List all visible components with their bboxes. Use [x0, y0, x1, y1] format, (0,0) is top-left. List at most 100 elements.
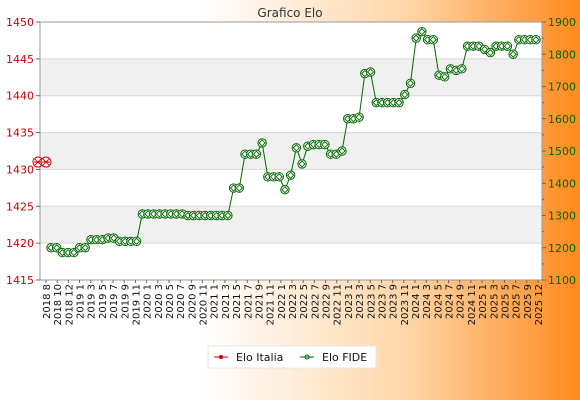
- series-point: [297, 159, 307, 169]
- x-axis-tick-label: 2020 3: [154, 284, 165, 319]
- series-point: [457, 64, 467, 74]
- right-axis-tick-label: 1300: [548, 210, 576, 223]
- left-axis-tick-label: 1450: [6, 16, 34, 29]
- x-axis-tick-label: 2019 7: [109, 284, 120, 319]
- x-axis-tick-label: 2021 9: [254, 284, 265, 319]
- chart-title: Grafico Elo: [257, 6, 322, 20]
- x-axis-tick-label: 2024 3: [422, 284, 433, 319]
- x-axis-tick-label: 2019 9: [120, 284, 131, 319]
- series-point: [440, 72, 450, 82]
- series-point: [223, 210, 233, 221]
- series-elo-italia: [32, 156, 52, 168]
- series-point: [257, 138, 267, 148]
- x-axis-tick-label: 2024 1: [411, 284, 422, 319]
- legend-label: Elo Italia: [236, 351, 283, 364]
- right-axis-tick-label: 1700: [548, 81, 576, 94]
- x-axis-tick-label: 2022 9: [322, 284, 333, 319]
- right-axis-tick-label: 1600: [548, 113, 576, 126]
- grid-band: [40, 132, 542, 170]
- legend: Elo Italia Elo FIDE: [207, 345, 377, 369]
- grid-band: [40, 58, 542, 96]
- left-axis-tick-label: 1415: [6, 274, 34, 287]
- x-axis-tick-label: 2023 1: [344, 284, 355, 319]
- left-axis-tick-label: 1430: [6, 163, 34, 176]
- x-axis-tick-label: 2020 9: [187, 284, 198, 319]
- right-axis-tick-label: 1200: [548, 242, 576, 255]
- series-point: [502, 41, 513, 51]
- right-axis-tick-label: 1500: [548, 145, 576, 158]
- left-axis-tick-label: 1435: [6, 127, 34, 140]
- x-axis-tick-label: 2018 12: [64, 284, 75, 325]
- x-axis-tick-label: 2021 5: [232, 284, 243, 319]
- x-axis-tick-label: 2021 1: [210, 284, 221, 319]
- x-axis-tick-label: 2023 5: [366, 284, 377, 319]
- series-point: [394, 97, 404, 108]
- series-layer: [32, 26, 541, 258]
- x-axis-tick-label: 2023 9: [389, 284, 400, 319]
- x-axis-tick-label: 2025 9: [523, 284, 534, 319]
- series-point: [285, 170, 296, 180]
- series-point: [485, 47, 496, 58]
- axes: 1415 1420 1425 1430 1435 1440 1445 1450 1100 1200…: [6, 16, 576, 325]
- x-axis-tick-label: 2021 11: [266, 284, 277, 325]
- x-axis-tick-label: 2019 3: [87, 284, 98, 319]
- series-point: [234, 183, 244, 193]
- grid-band: [40, 95, 542, 133]
- series-point: [320, 139, 330, 150]
- x-axis-tick-label: 2020 7: [176, 284, 187, 319]
- x-axis-tick-label: 2021 7: [243, 284, 254, 319]
- x-axis-tick-label: 2020 5: [165, 284, 176, 319]
- x-axis-tick-label: 2024 9: [456, 284, 467, 319]
- series-point: [32, 156, 44, 168]
- legend-item: Elo FIDE: [300, 351, 367, 364]
- series-point: [337, 146, 347, 156]
- x-axis-tick-label: 2022 7: [310, 284, 321, 319]
- x-axis-tick-label: 2019 1: [76, 284, 87, 319]
- series-point: [354, 112, 364, 122]
- legend-box: [207, 345, 377, 369]
- left-axis-tick-label: 1425: [6, 200, 34, 213]
- series-point: [52, 243, 62, 253]
- right-axis-tick-label: 1100: [548, 274, 576, 287]
- x-axis-tick-label: 2023 11: [400, 284, 411, 325]
- series-point: [508, 49, 518, 59]
- right-axis-tick-label: 1900: [548, 16, 576, 29]
- series-point: [274, 172, 284, 182]
- x-axis-tick-label: 2025 5: [500, 284, 511, 319]
- x-axis-tick-label: 2025 7: [512, 284, 523, 319]
- x-axis-tick-label: 2023 7: [377, 284, 388, 319]
- x-axis-tick-label: 2019 5: [98, 284, 109, 319]
- x-axis-tick-label: 2025 1: [478, 284, 489, 319]
- x-axis-tick-label: 2022 1: [277, 284, 288, 319]
- left-axis-tick-label: 1420: [6, 237, 34, 250]
- series-point: [428, 35, 438, 45]
- grid-band: [40, 243, 542, 280]
- series-point: [80, 243, 90, 253]
- x-axis-tick-label: 2022 3: [288, 284, 299, 319]
- series-point: [417, 26, 427, 37]
- x-axis-tick-label: 2022 5: [299, 284, 310, 319]
- x-axis-tick-label: 2023 3: [355, 284, 366, 319]
- x-axis-tick-label: 2018 10: [53, 284, 64, 325]
- x-axis-tick-label: 2022 11: [333, 284, 344, 325]
- grid-band: [40, 22, 542, 59]
- series-point: [131, 236, 142, 247]
- legend-label: Elo FIDE: [322, 351, 367, 364]
- x-axis-tick-label: 2025 3: [489, 284, 500, 319]
- x-axis-tick-label: 2019 11: [131, 284, 142, 325]
- series-point: [531, 35, 541, 45]
- x-axis-tick-label: 2020 11: [199, 284, 210, 325]
- left-axis-tick-label: 1445: [6, 53, 34, 66]
- x-axis-tick-label: 2025 12: [534, 284, 545, 325]
- legend-item: Elo Italia: [214, 351, 283, 364]
- x-axis-tick-label: 2024 5: [433, 284, 444, 319]
- x-axis-tick-label: 2018 8: [42, 284, 53, 319]
- series-elo-fide: [46, 26, 541, 258]
- series-point: [365, 67, 376, 77]
- series-point: [400, 89, 410, 100]
- x-axis-tick-label: 2024 11: [467, 284, 478, 325]
- right-axis-tick-label: 1800: [548, 48, 576, 61]
- series-point: [40, 156, 52, 168]
- right-axis-tick-label: 1400: [548, 177, 576, 190]
